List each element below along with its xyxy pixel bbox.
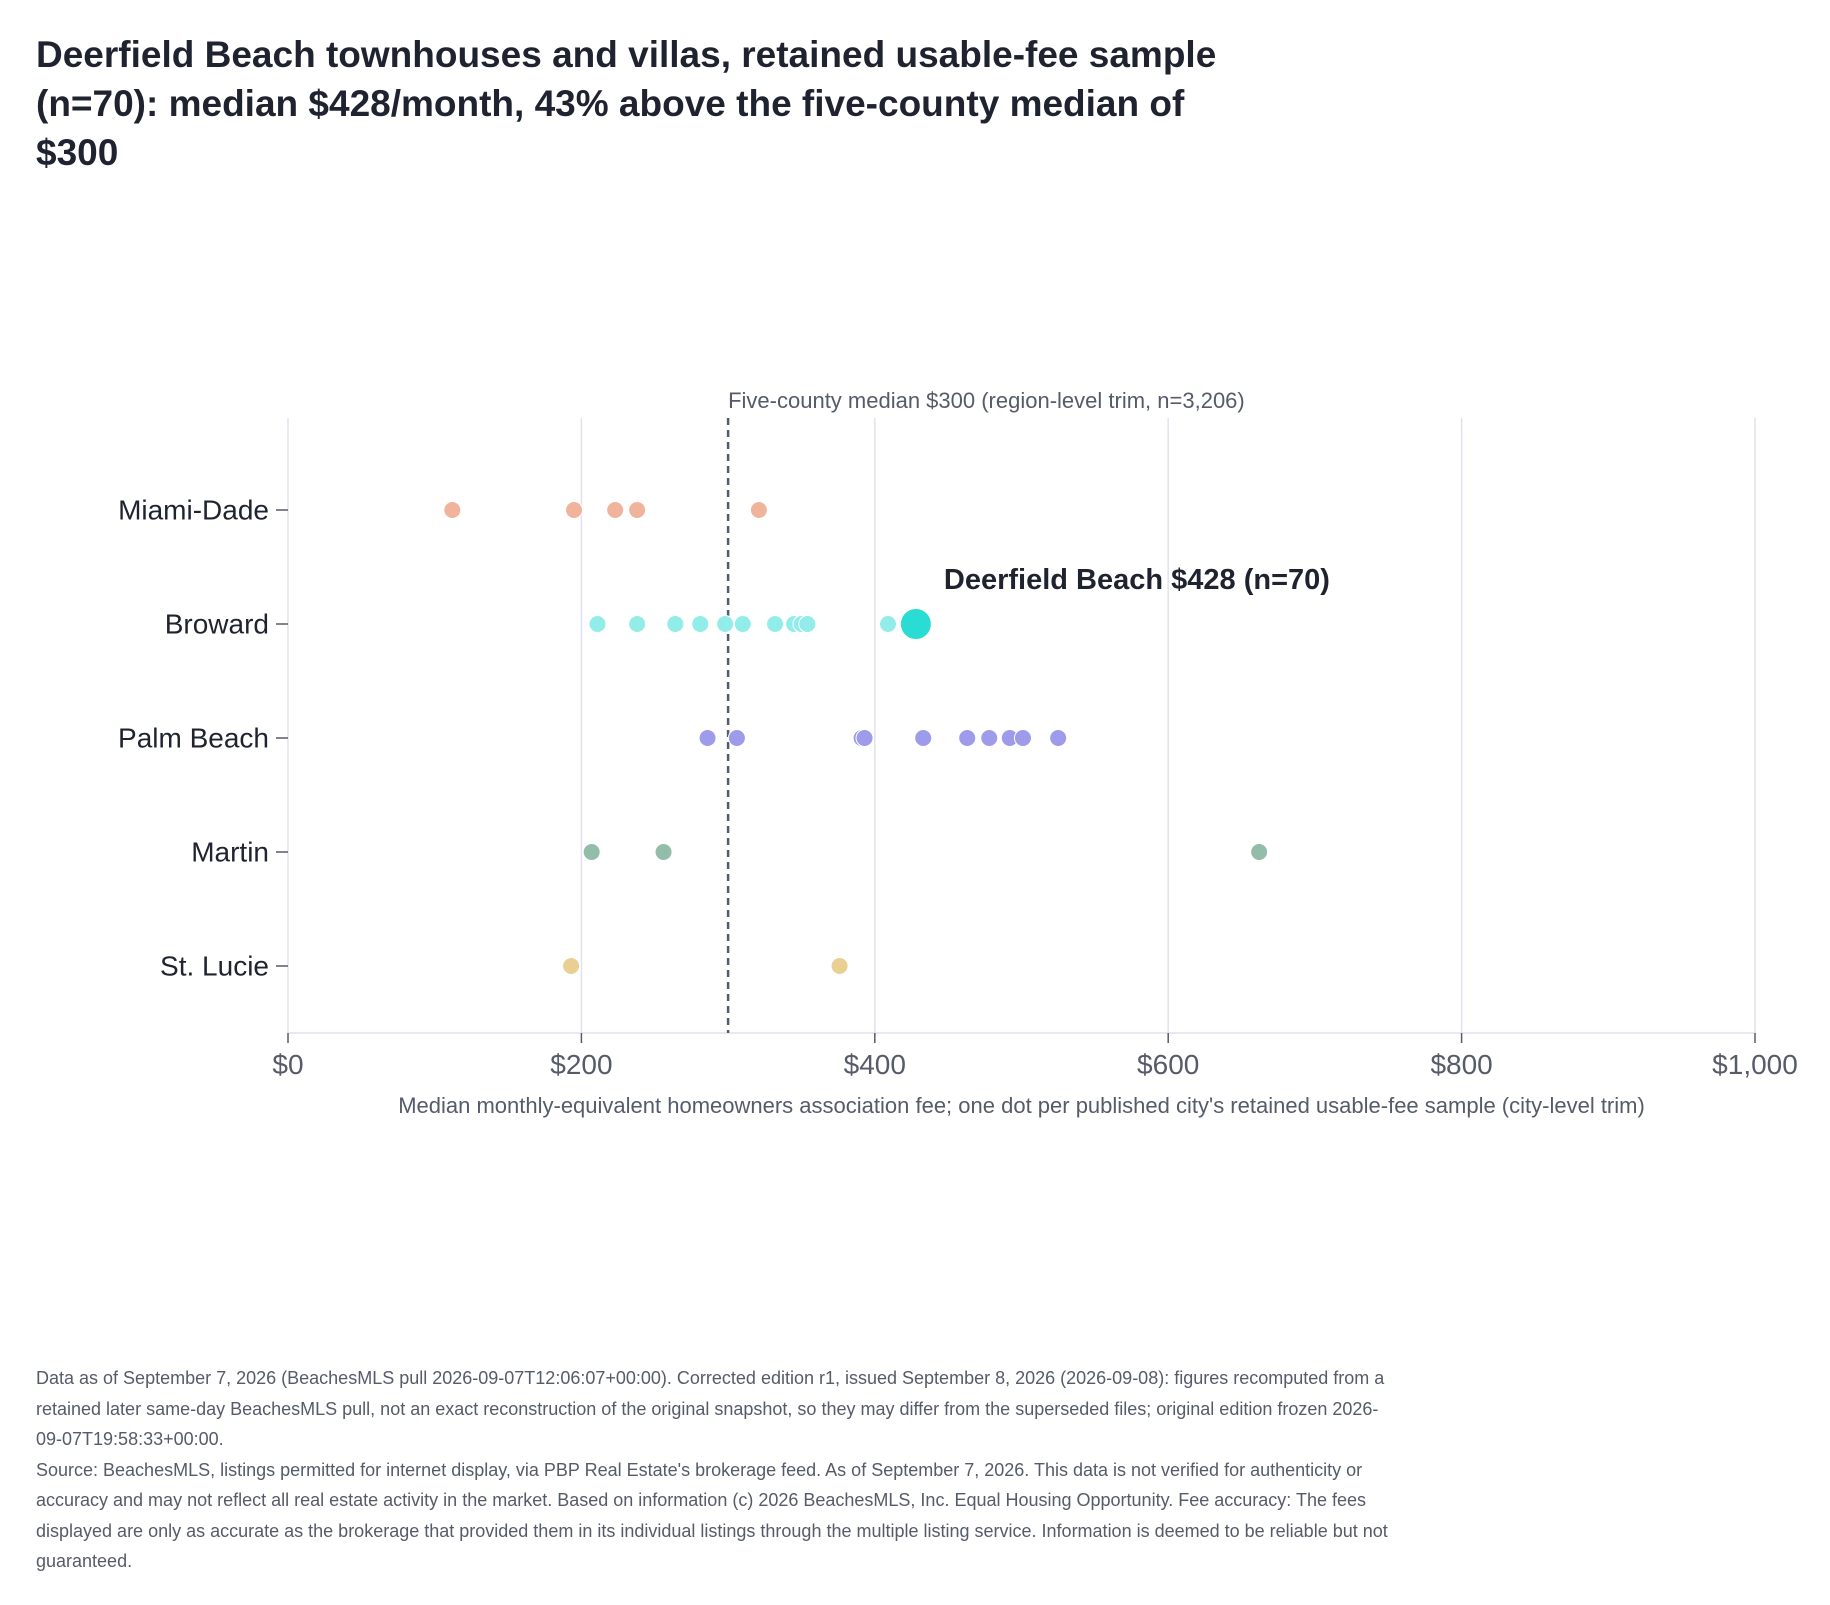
y-tick-label: St. Lucie: [160, 951, 269, 982]
city-dot: [606, 501, 625, 519]
city-dot: [1049, 729, 1068, 747]
city-dot: [716, 615, 735, 633]
city-dot: [565, 501, 584, 519]
highlight-dot: [899, 608, 932, 640]
x-tick-label: $1,000: [1712, 1049, 1798, 1080]
city-dot: [628, 615, 647, 633]
y-tick-label: Martin: [191, 837, 269, 868]
highlight-label: Deerfield Beach $428 (n=70): [944, 564, 1330, 596]
city-dot: [749, 501, 768, 519]
x-axis-title: Median monthly-equivalent homeowners ass…: [398, 1093, 1645, 1118]
median-reference-label: Five-county median $300 (region-level tr…: [728, 388, 1245, 413]
city-dot: [830, 957, 849, 975]
city-dot: [798, 615, 817, 633]
city-dot: [1013, 729, 1032, 747]
city-dot: [733, 615, 752, 633]
chart-title: Deerfield Beach townhouses and villas, r…: [36, 34, 1217, 173]
city-dot: [654, 843, 673, 861]
city-dot: [698, 729, 717, 747]
city-dot: [879, 615, 898, 633]
footnotes: Data as of September 7, 2026 (BeachesMLS…: [36, 1363, 1396, 1577]
city-dot: [914, 729, 933, 747]
city-dot: [766, 615, 785, 633]
y-tick-label: Palm Beach: [118, 723, 269, 754]
data-note: Data as of September 7, 2026 (BeachesMLS…: [36, 1368, 1385, 1449]
y-tick-label: Miami-Dade: [118, 495, 269, 526]
x-tick-label: $0: [272, 1049, 303, 1080]
city-dot: [691, 615, 710, 633]
x-tick-label: $400: [844, 1049, 906, 1080]
city-dot: [855, 729, 874, 747]
city-dot: [562, 957, 581, 975]
source-note: Source: BeachesMLS, listings permitted f…: [36, 1459, 1388, 1572]
city-dot: [727, 729, 746, 747]
y-tick-label: Broward: [165, 609, 269, 640]
city-dot: [582, 843, 601, 861]
city-dot: [980, 729, 999, 747]
city-dot: [443, 501, 462, 519]
x-tick-label: $200: [550, 1049, 612, 1080]
city-dot: [666, 615, 685, 633]
city-dot: [588, 615, 607, 633]
city-dot: [628, 501, 647, 519]
x-tick-label: $600: [1137, 1049, 1199, 1080]
city-dot: [958, 729, 977, 747]
x-tick-label: $800: [1430, 1049, 1492, 1080]
city-dot: [1250, 843, 1269, 861]
